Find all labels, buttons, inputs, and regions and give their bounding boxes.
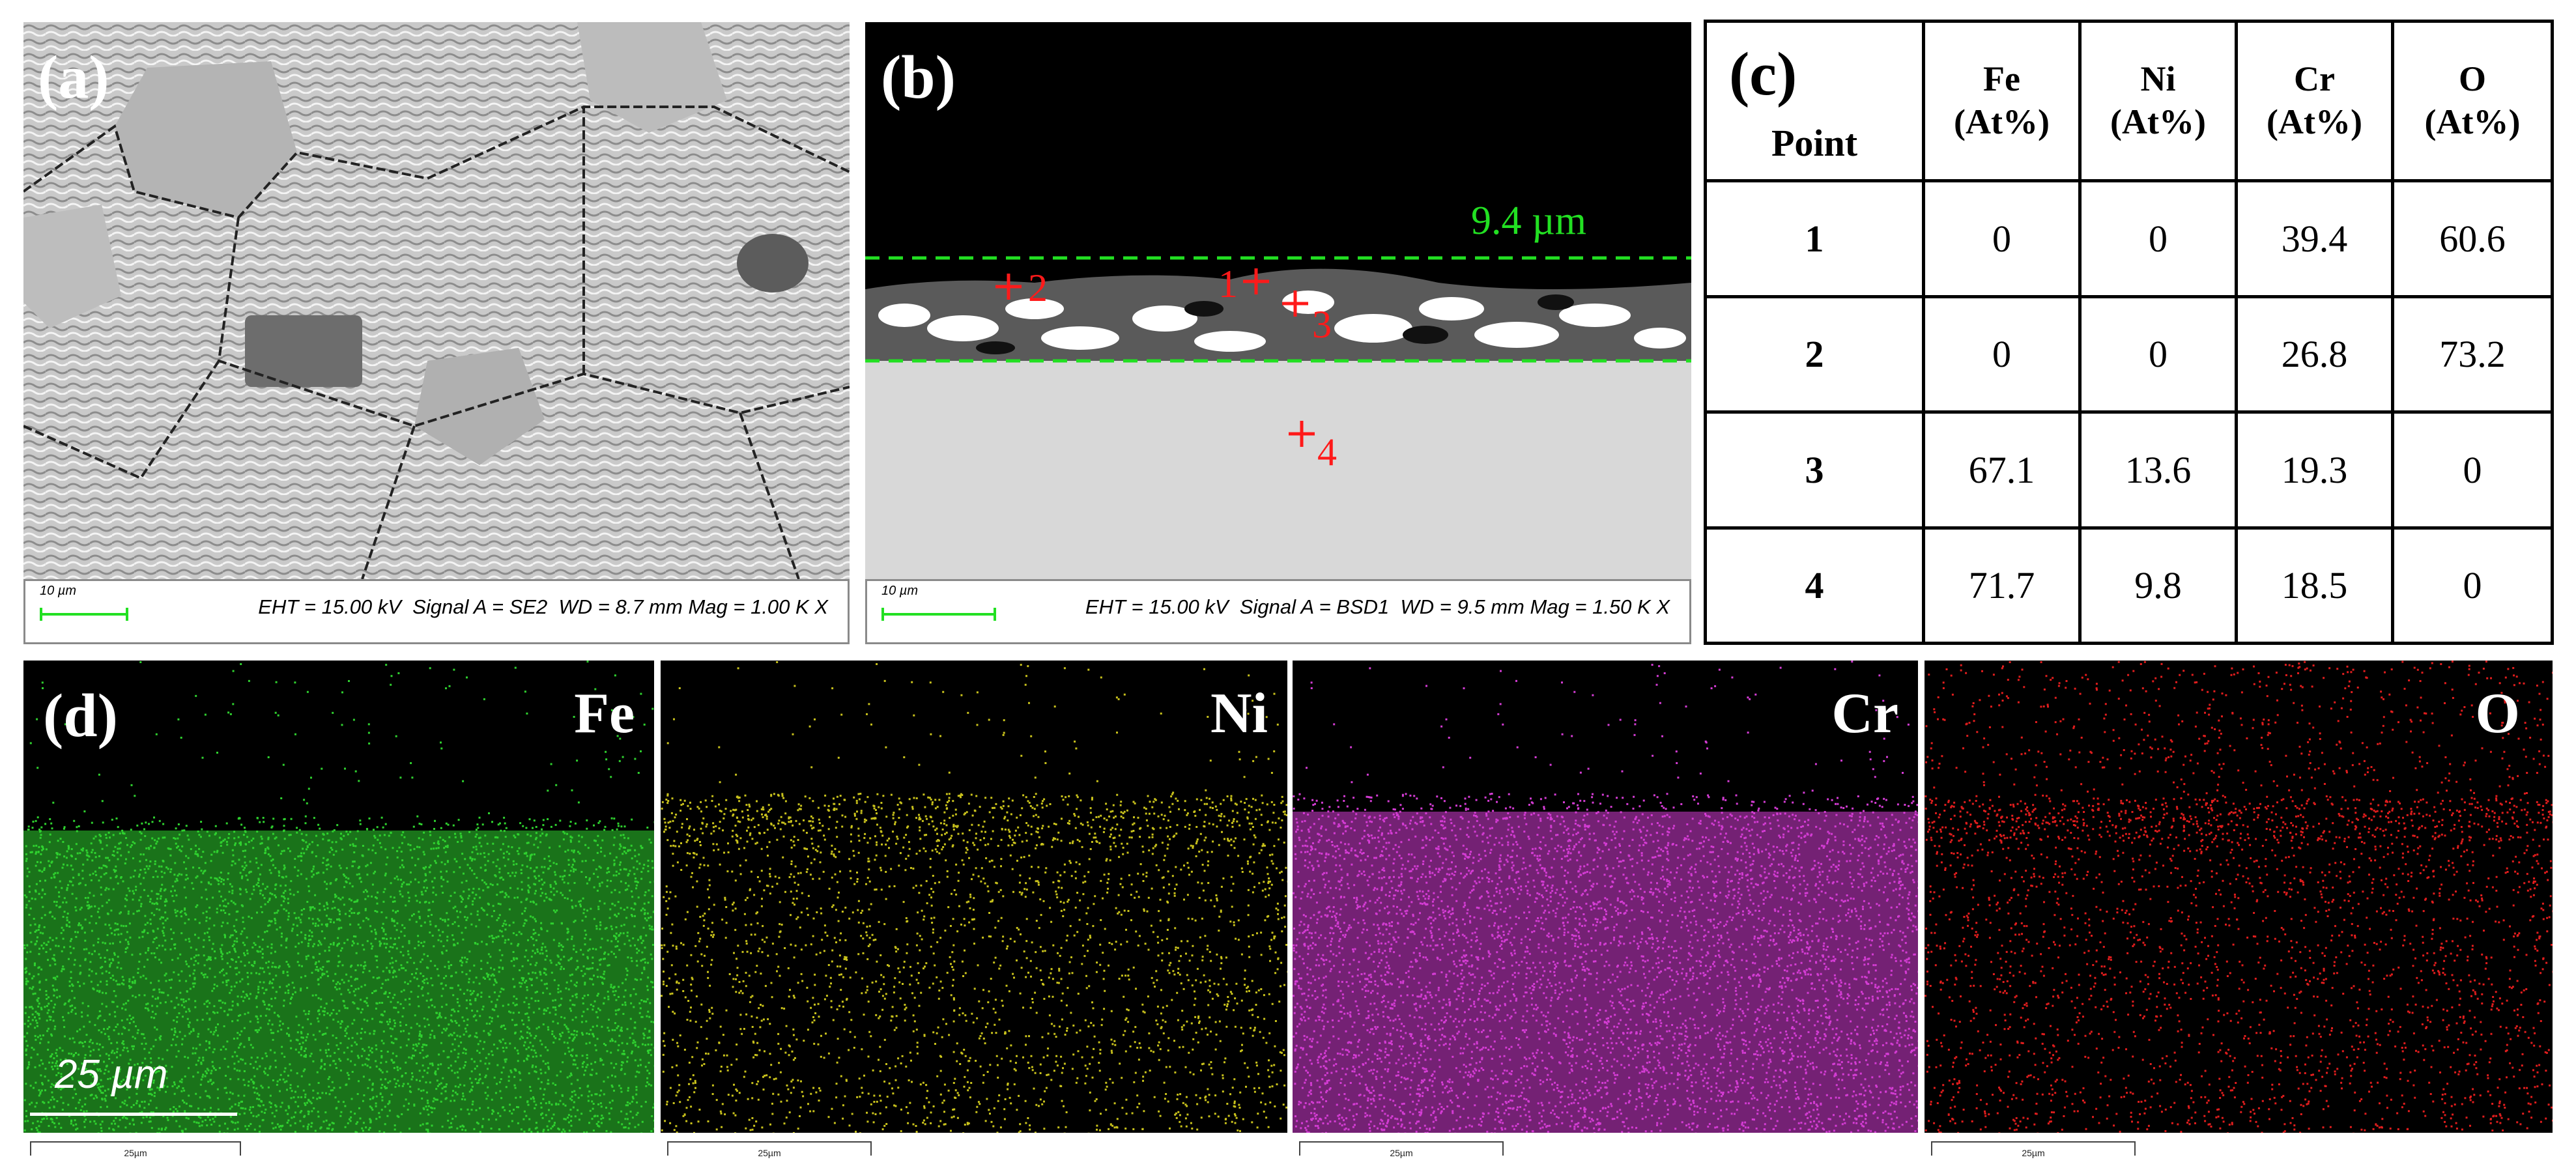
table-cell: 0 (1922, 294, 2082, 414)
o-map-label: O (2475, 682, 2520, 745)
o-header: O (At%) (2391, 20, 2554, 182)
fe-map-scale-text: 25 µm (55, 1052, 168, 1097)
point-label-1: 1 (1218, 263, 1238, 306)
table-row: 4 71.7 9.8 18.5 0 (1704, 526, 2554, 645)
table-cell: 0 (2391, 526, 2554, 645)
table-cell: 60.6 (2391, 179, 2554, 298)
thickness-label: 9.4 µm (1471, 199, 1586, 243)
ni-map-label: Ni (1210, 682, 1268, 745)
panel-a: (a) 10 µm EHT = 15.00 kV Signal A = SE2 … (23, 22, 850, 644)
cr-map-label: Cr (1831, 682, 1898, 745)
ni-map-image (661, 661, 1287, 1133)
cr-map-under-scale: 25µm (1299, 1141, 1504, 1158)
ni-header: Ni (At%) (2078, 20, 2238, 182)
table-cell: 19.3 (2235, 410, 2394, 530)
panel-b-info-bar: 10 µm EHT = 15.00 kV Signal A = BSD1 WD … (865, 579, 1691, 644)
point-label-3: 3 (1312, 303, 1332, 346)
ni-map-under-scale: 25µm (667, 1141, 872, 1158)
table-cell: 13.6 (2078, 410, 2238, 530)
point-header-cell: (c) Point (1704, 20, 1925, 182)
panel-d-label: (d) (43, 682, 118, 750)
table-cell: 26.8 (2235, 294, 2394, 414)
bse-cross-section-image (865, 22, 1691, 579)
point-header: Point (1771, 122, 1858, 164)
table-cell: 0 (2391, 410, 2554, 530)
cr-map-image (1293, 661, 1918, 1133)
fe-map-image (23, 661, 654, 1133)
fe-map: Fe (d) 25 µm (23, 661, 654, 1133)
o-map-under-scale: 25µm (1931, 1141, 2136, 1158)
table-cell: 9.8 (2078, 526, 2238, 645)
panel-a-info-bar: 10 µm EHT = 15.00 kV Signal A = SE2 WD =… (23, 579, 850, 644)
row-point: 3 (1704, 410, 1925, 530)
panel-b-imaging-params: EHT = 15.00 kV Signal A = BSD1 WD = 9.5 … (1085, 595, 1670, 618)
panel-a-imaging-params: EHT = 15.00 kV Signal A = SE2 WD = 8.7 m… (258, 595, 828, 618)
cr-header: Cr (At%) (2235, 20, 2394, 182)
o-map-image (1925, 661, 2553, 1133)
table-header-row: (c) Point Fe (At%) Ni (At%) Cr (At%) O (At%) (1704, 20, 2554, 182)
table-row: 2 0 0 26.8 73.2 (1704, 294, 2554, 414)
panel-a-scale-bar (40, 608, 128, 621)
table-cell: 0 (2078, 179, 2238, 298)
panel-c-label: (c) (1729, 40, 1797, 108)
fe-header: Fe (At%) (1922, 20, 2082, 182)
row-point: 2 (1704, 294, 1925, 414)
table-row: 1 0 0 39.4 60.6 (1704, 179, 2554, 298)
fe-map-scale-bar (30, 1113, 237, 1116)
point-markers (995, 268, 1315, 447)
panel-b-scale-bar (881, 608, 996, 621)
sem-surface-image (23, 22, 850, 579)
panel-b-scale-text: 10 µm (881, 584, 918, 598)
point-label-4: 4 (1317, 431, 1337, 474)
table-cell: 0 (2078, 294, 2238, 414)
panel-d: Fe (d) 25 µm 25µm Ni 25µm Cr 25µm O 25µm (23, 661, 2564, 1162)
ni-map: Ni (661, 661, 1287, 1133)
table-row: 3 67.1 13.6 19.3 0 (1704, 410, 2554, 530)
composition-table: (c) Point Fe (At%) Ni (At%) Cr (At%) O (At%)… (1704, 20, 2554, 645)
panel-a-scale-text: 10 µm (40, 584, 76, 598)
table-cell: 73.2 (2391, 294, 2554, 414)
panel-b-label: (b) (881, 44, 956, 111)
panel-b: (b) 9.4 µm 1 2 3 4 10 µm EHT = 15.00 kV … (865, 22, 1691, 644)
o-map: O (1925, 661, 2553, 1133)
panel-a-label: (a) (38, 44, 109, 111)
panel-c: (c) Point Fe (At%) Ni (At%) Cr (At%) O (At%)… (1704, 20, 2554, 645)
table-cell: 39.4 (2235, 179, 2394, 298)
row-point: 4 (1704, 526, 1925, 645)
table-cell: 18.5 (2235, 526, 2394, 645)
fe-map-under-scale: 25µm (30, 1141, 241, 1158)
table-cell: 71.7 (1922, 526, 2082, 645)
table-cell: 67.1 (1922, 410, 2082, 530)
cr-map: Cr (1293, 661, 1918, 1133)
row-point: 1 (1704, 179, 1925, 298)
fe-map-label: Fe (574, 682, 635, 745)
point-label-2: 2 (1028, 266, 1048, 309)
table-cell: 0 (1922, 179, 2082, 298)
